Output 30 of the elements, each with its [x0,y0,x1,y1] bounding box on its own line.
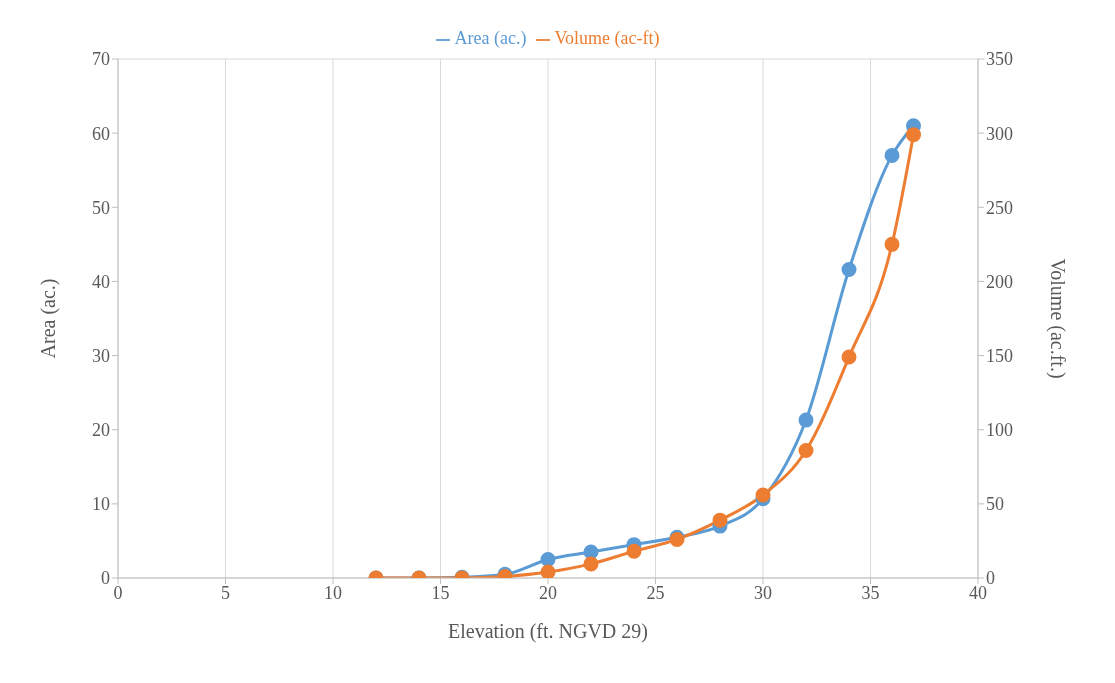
x-axis-title: Elevation (ft. NGVD 29) [448,620,648,643]
y-tick-label: 40 [92,271,110,292]
x-tick-label: 0 [113,582,123,603]
x-tick-label: 40 [969,582,987,603]
x-tick-label: 5 [221,582,230,603]
y-tick-label: 50 [92,197,110,218]
legend-label: Volume (ac-ft) [554,28,660,48]
y2-tick-label: 0 [986,568,995,589]
x-tick-label: 15 [431,582,450,603]
y2-tick-label: 150 [986,345,1013,366]
x-tick-label: 20 [539,582,557,603]
y-tick-label: 10 [92,494,110,515]
y-tick-label: 0 [101,568,110,589]
x-tick-label: 30 [754,582,772,603]
x-tick-label: 25 [646,582,665,603]
x-tick-label: 10 [324,582,342,603]
y-tick-label: 20 [92,420,110,441]
legend-label: Area (ac.) [454,28,527,48]
y2-tick-label: 50 [986,494,1004,515]
y2-tick-label: 100 [986,420,1013,441]
y2-tick-label: 300 [986,123,1013,144]
y-tick-label: 30 [92,345,110,366]
y-tick-label: 60 [92,123,110,144]
y2-tick-label: 350 [986,49,1013,70]
y2-axis-title: Volume (ac.ft.) [1045,258,1069,379]
x-tick-label: 35 [861,582,880,603]
y2-tick-label: 250 [986,197,1013,218]
y2-tick-label: 200 [986,271,1013,292]
y-tick-label: 70 [92,49,110,70]
y-axis-title: Area (ac.) [37,278,61,359]
